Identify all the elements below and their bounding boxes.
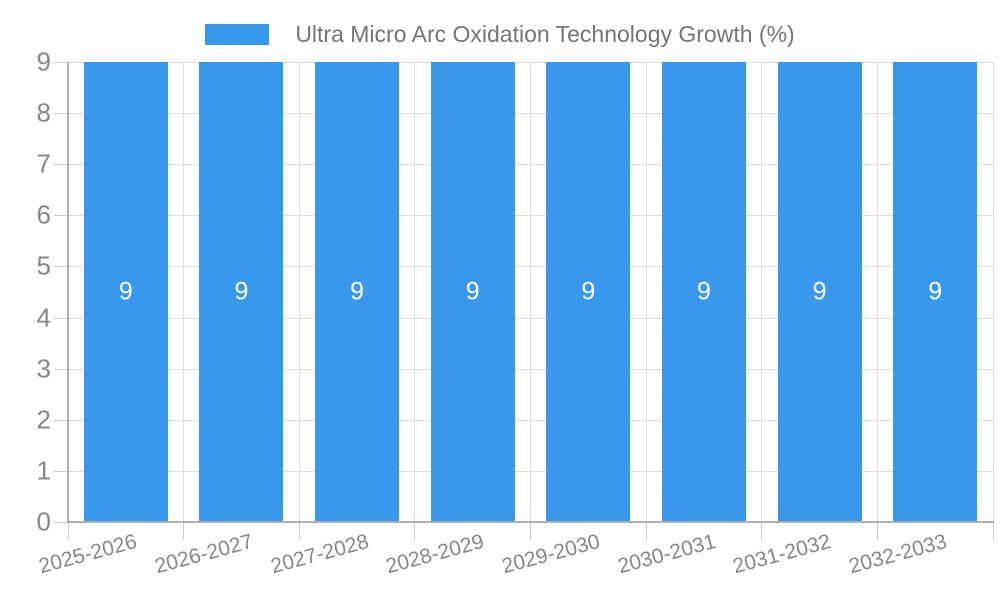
y-axis-tick <box>54 317 68 319</box>
x-axis-tick <box>645 522 647 540</box>
y-axis-label: 6 <box>36 199 51 230</box>
bar[interactable] <box>777 62 862 522</box>
bar-value-label: 9 <box>234 277 249 306</box>
x-axis-tick <box>414 522 416 540</box>
x-gridline <box>645 62 647 522</box>
x-axis-tick <box>992 522 994 540</box>
y-axis-tick <box>54 470 68 472</box>
bar-value-label: 9 <box>696 277 711 306</box>
x-gridline <box>530 62 531 522</box>
x-axis-tick <box>530 522 531 540</box>
y-axis-line <box>67 62 69 522</box>
x-gridline <box>183 62 185 522</box>
bar[interactable] <box>661 62 746 522</box>
y-axis-label: 7 <box>36 148 51 179</box>
y-axis-label: 9 <box>36 46 51 77</box>
x-axis-tick <box>298 522 300 540</box>
bar[interactable] <box>83 62 168 522</box>
y-axis-tick <box>54 419 68 421</box>
bar-value-label: 9 <box>350 277 365 306</box>
bar[interactable] <box>199 62 284 522</box>
x-axis-label: 2026-2027 <box>152 530 256 579</box>
bar[interactable] <box>430 62 515 522</box>
x-gridline <box>992 62 994 522</box>
y-axis-label: 0 <box>36 506 51 537</box>
y-axis-label: 4 <box>36 302 51 333</box>
x-axis-tick <box>761 522 763 540</box>
x-axis-tick <box>183 522 185 540</box>
y-axis-label: 3 <box>36 353 51 384</box>
y-axis-tick <box>54 215 68 217</box>
y-axis-label: 5 <box>36 250 51 281</box>
x-axis-label: 2031-2032 <box>730 530 834 579</box>
bar[interactable] <box>315 62 400 522</box>
x-axis-label: 2030-2031 <box>614 530 718 579</box>
plot-area: 0 1 2 3 4 5 6 7 8 9 9 2025-2026 9 2026-2027 9 2027-2028… <box>37 48 994 578</box>
bar-value-label: 9 <box>581 277 596 306</box>
legend[interactable]: Ultra Micro Arc Oxidation Technology Gro… <box>0 16 1000 52</box>
x-gridline <box>761 62 763 522</box>
bar-value-label: 9 <box>118 277 133 306</box>
y-axis-label: 8 <box>36 97 51 128</box>
x-axis-line <box>67 521 994 523</box>
x-axis-tick <box>67 522 69 540</box>
x-axis-tick <box>876 522 878 540</box>
y-axis-label: 2 <box>36 404 51 435</box>
x-axis-label: 2032-2033 <box>846 530 950 579</box>
x-axis-label: 2027-2028 <box>268 530 372 579</box>
y-axis-tick <box>54 266 68 268</box>
x-axis-label: 2025-2026 <box>36 530 140 579</box>
x-gridline <box>414 62 416 522</box>
legend-swatch-icon <box>205 23 270 45</box>
x-gridline <box>876 62 878 522</box>
y-axis-label: 1 <box>36 455 51 486</box>
bar-value-label: 9 <box>928 277 943 306</box>
y-axis-tick <box>54 164 68 166</box>
bar-value-label: 9 <box>465 277 480 306</box>
y-axis-tick <box>54 113 68 115</box>
bar-value-label: 9 <box>812 277 827 306</box>
y-axis-tick <box>54 368 68 370</box>
chart-title: Ultra Micro Arc Oxidation Technology Gro… <box>295 20 795 47</box>
bar[interactable] <box>546 62 631 522</box>
y-axis-tick <box>54 522 68 523</box>
x-axis-label: 2029-2030 <box>499 530 603 579</box>
y-axis-tick <box>54 62 68 63</box>
x-gridline <box>298 62 300 522</box>
bar[interactable] <box>893 62 978 522</box>
x-axis-label: 2028-2029 <box>383 530 487 579</box>
